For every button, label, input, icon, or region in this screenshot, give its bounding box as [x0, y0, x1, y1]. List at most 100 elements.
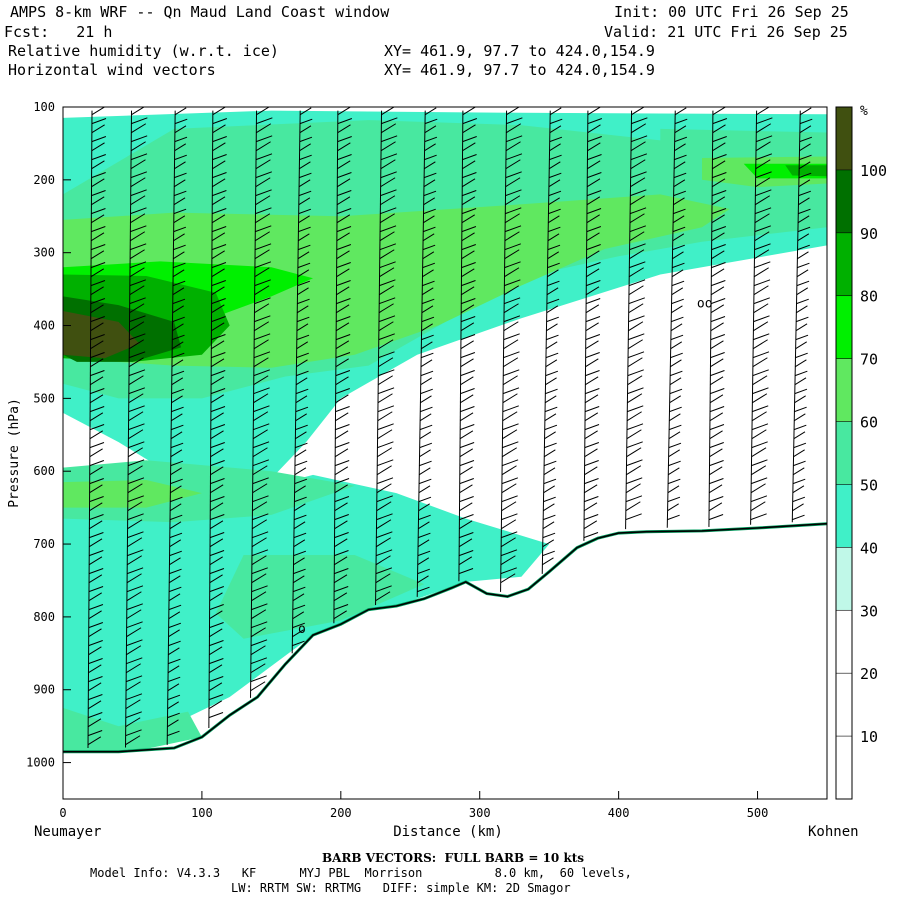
- wind-barb-tick: [254, 297, 271, 305]
- wind-barb-tick: [544, 442, 557, 449]
- wind-barb-tick: [171, 352, 185, 359]
- wind-barb-tick: [380, 141, 396, 152]
- wind-barb-tick: [255, 153, 273, 161]
- wind-barb-tick: [585, 286, 600, 296]
- right-endpoint-label: Kohnen: [808, 824, 859, 840]
- wind-barb-tick: [209, 550, 225, 557]
- wind-barb-tick: [793, 413, 806, 422]
- wind-barb-tick: [668, 467, 680, 476]
- wind-barb-tick: [254, 321, 270, 332]
- wind-barb-tick: [211, 334, 226, 341]
- wind-barb-tick: [458, 568, 474, 575]
- wind-barb-tick: [89, 520, 103, 530]
- wind-barb-tick: [210, 442, 225, 449]
- wind-barb-tick: [793, 442, 807, 449]
- wind-barb-tick: [173, 190, 187, 197]
- wind-barb-tick: [585, 352, 600, 359]
- colorbar-label: 30: [860, 602, 878, 620]
- wind-barb-tick: [586, 196, 601, 206]
- wind-barb-tick: [503, 339, 519, 350]
- wind-barb-tick: [792, 514, 805, 521]
- wind-barb-tick: [755, 153, 773, 161]
- wind-barb-tick: [753, 297, 770, 305]
- wind-barb-tick: [89, 394, 104, 404]
- wind-barb-tick: [420, 359, 433, 368]
- wind-barb-tick: [549, 118, 563, 125]
- wind-barb-tick: [794, 370, 808, 377]
- y-tick-label: 600: [33, 464, 55, 478]
- wind-barb-tick: [503, 357, 519, 368]
- wind-barb-tick: [668, 460, 681, 467]
- wind-barb-tick: [252, 477, 269, 485]
- wind-barb-tick: [629, 249, 645, 260]
- wind-barb-tick: [91, 118, 107, 125]
- wind-barb-tick: [212, 160, 226, 170]
- wind-barb-tick: [335, 442, 350, 449]
- wind-barb-tick: [417, 586, 430, 593]
- wind-barb-tick: [299, 136, 313, 143]
- wind-barb-tick: [90, 352, 105, 359]
- left-endpoint-label: Neumayer: [34, 824, 102, 840]
- wind-barb-tick: [335, 424, 350, 431]
- wind-barb-tick: [255, 177, 271, 188]
- wind-barb-tick: [379, 243, 396, 251]
- wind-barb-tick: [629, 231, 645, 242]
- wind-barb-tick: [544, 406, 558, 413]
- wind-barb-tick: [794, 377, 807, 386]
- wind-barb-tick: [90, 304, 104, 314]
- wind-barb-tick: [209, 640, 224, 647]
- wind-barb-tick: [377, 447, 393, 458]
- wind-barb-tick: [421, 298, 435, 305]
- wind-barb-tick: [379, 225, 397, 233]
- wind-barb-tick: [629, 207, 647, 215]
- wind-barb-tick: [295, 395, 308, 404]
- wind-barb-column-6: [333, 107, 353, 624]
- wind-barb-staff: [708, 110, 714, 527]
- wind-barb-tick: [709, 412, 723, 422]
- wind-barb-tick: [378, 321, 394, 332]
- wind-barb-tick: [89, 406, 105, 413]
- wind-barb-tick: [334, 556, 348, 566]
- wind-barb-tick: [127, 477, 145, 485]
- wind-barb-tick: [752, 339, 768, 350]
- x-tick-label: 0: [59, 806, 66, 820]
- wind-barb-tick: [255, 207, 272, 215]
- wind-barb-tick: [89, 430, 103, 440]
- wind-barb-tick: [505, 171, 522, 179]
- wind-barb-tick: [417, 550, 431, 557]
- wind-barb-tick: [753, 303, 769, 314]
- wind-barb-tick: [544, 413, 557, 422]
- wind-barb-tick: [545, 377, 557, 386]
- wind-barb-tick: [711, 190, 727, 197]
- wind-barb-column-4: [250, 107, 273, 698]
- wind-barb-tick: [460, 424, 475, 431]
- wind-barb-tick: [131, 117, 148, 125]
- wind-barb-tick: [586, 232, 600, 242]
- wind-barb-tick: [174, 172, 187, 179]
- wind-barb-tick: [87, 700, 102, 710]
- wind-barb-tick: [421, 323, 433, 332]
- wind-barb-tick: [334, 460, 350, 467]
- wind-barb-tick: [797, 262, 810, 269]
- wind-barb-tick: [629, 225, 646, 233]
- wind-barb-tick: [797, 244, 810, 251]
- wind-barb-tick: [296, 323, 309, 332]
- wind-barb-tick: [503, 351, 520, 359]
- wind-barb-tick: [754, 195, 770, 206]
- wind-barb-tick: [295, 388, 309, 395]
- wind-barb-tick: [89, 538, 103, 548]
- rh-region-50-5: [215, 555, 425, 639]
- wind-barb-tick: [209, 628, 223, 638]
- wind-barb-tick: [337, 118, 353, 125]
- wind-barb-tick: [377, 441, 394, 449]
- wind-barb-tick: [254, 267, 270, 278]
- wind-barb-tick: [167, 665, 180, 674]
- wind-barb-tick: [672, 262, 685, 269]
- wind-barb-tick: [335, 358, 349, 368]
- wind-barb-tick: [379, 249, 395, 260]
- wind-barb-tick: [210, 370, 226, 377]
- wind-barb-tick: [751, 465, 767, 476]
- wind-barb-tick: [209, 604, 224, 611]
- wind-barb-tick: [253, 357, 269, 368]
- wind-barb-tick: [460, 394, 474, 404]
